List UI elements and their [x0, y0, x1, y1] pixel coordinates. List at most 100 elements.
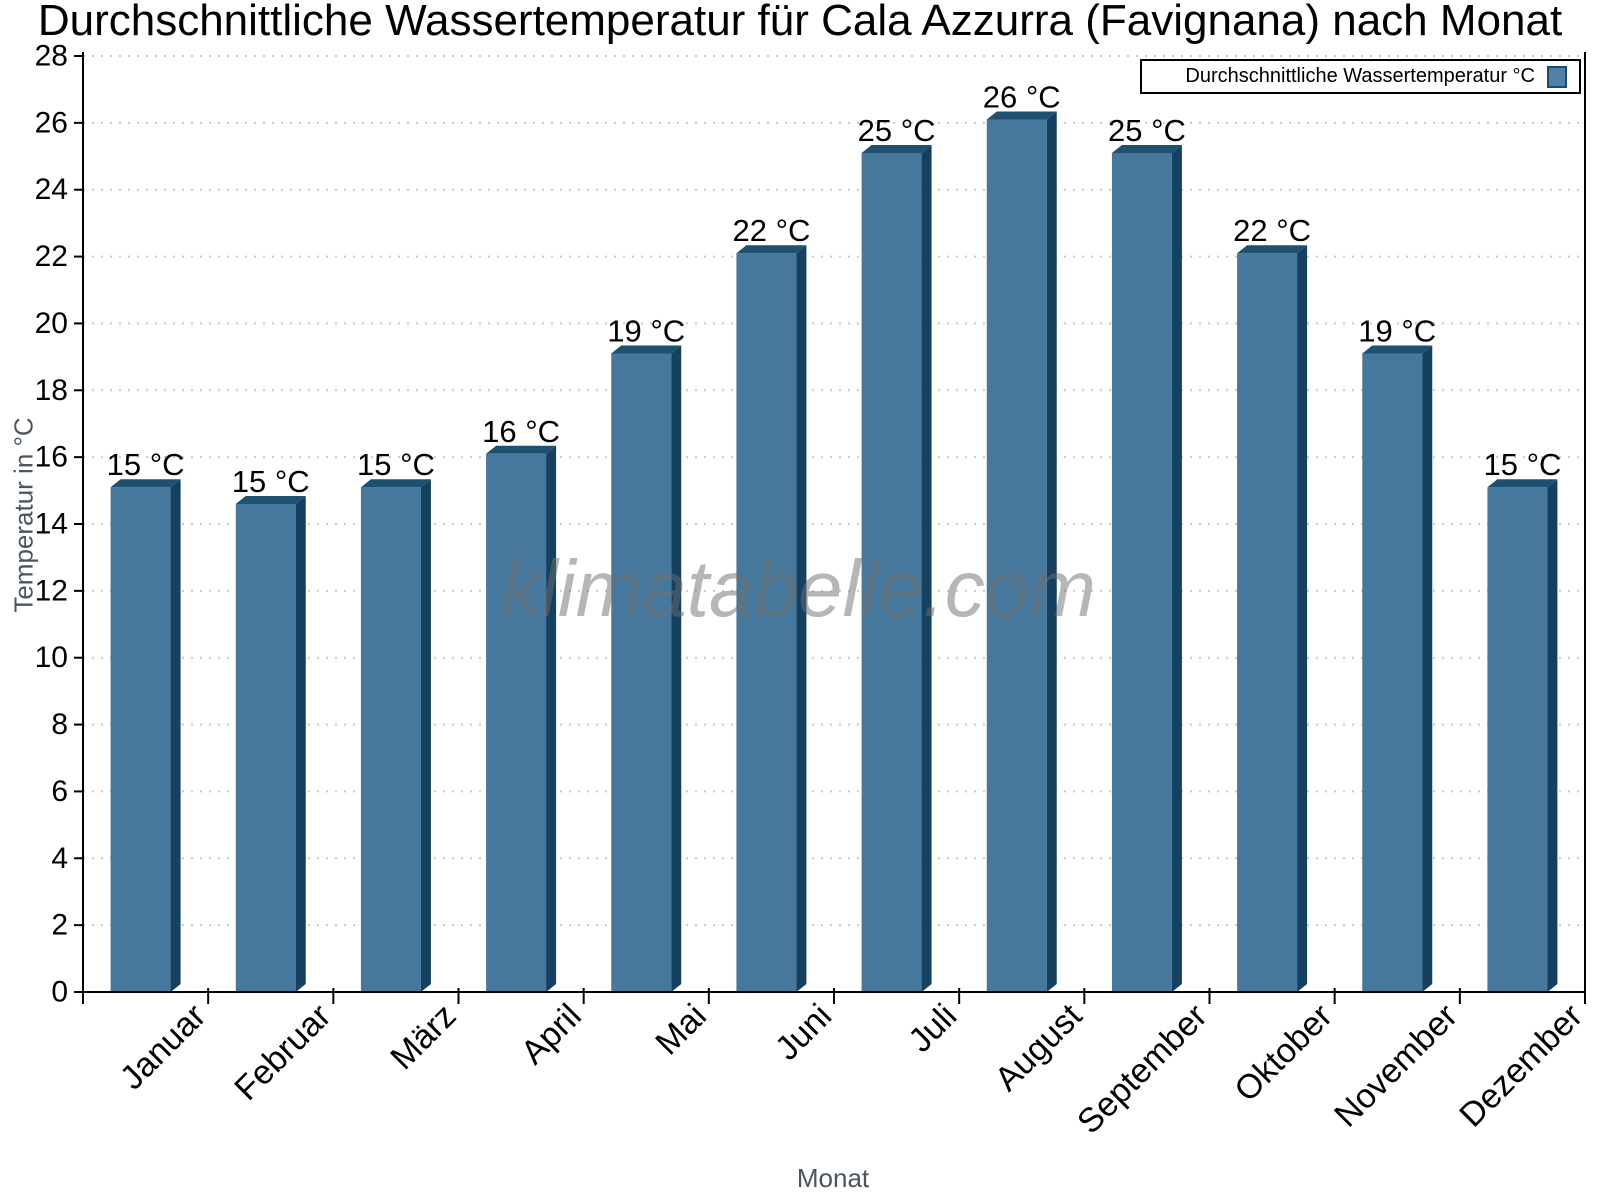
bar-side-face: [546, 445, 557, 992]
bar-face: [235, 503, 296, 992]
bar-side-face: [1171, 144, 1182, 992]
y-tick-label: 12: [35, 574, 68, 607]
bar-top-face: [1487, 479, 1558, 488]
chart-title: Durchschnittliche Wassertemperatur für C…: [37, 0, 1563, 45]
bar-value-label: 26 °C: [983, 80, 1061, 115]
bar-value-label: 15 °C: [1483, 447, 1561, 482]
bar-face: [360, 487, 421, 992]
bar-top-face: [360, 479, 431, 488]
bar-top-face: [861, 144, 932, 153]
bar-dezember: 15 °C: [1483, 447, 1561, 992]
y-tick-label: 10: [35, 641, 68, 674]
bar-top-face: [1362, 345, 1433, 354]
bar-top-face: [736, 245, 807, 254]
x-ticks: [82, 988, 1586, 1004]
bar-top-face: [110, 479, 181, 488]
bar-value-label: 25 °C: [858, 113, 936, 148]
bar-value-label: 15 °C: [107, 447, 185, 482]
month-label: Februar: [227, 997, 338, 1108]
y-tick-label: 14: [35, 508, 68, 541]
month-label: Dezember: [1452, 997, 1590, 1135]
bar-side-face: [1547, 479, 1558, 992]
bar-side-face: [921, 144, 932, 992]
y-tick-label: 8: [51, 708, 68, 741]
bar-top-face: [1237, 245, 1308, 254]
bars: 15 °C 15 °C 15 °C 16 °C 19 °C 22 °C 25 °C 26 °C…: [107, 80, 1561, 992]
bar-juni: 22 °C: [732, 213, 810, 992]
bar-value-label: 16 °C: [482, 414, 560, 449]
legend: Durchschnittliche Wassertemperatur °C: [1140, 59, 1581, 94]
month-label: Mai: [648, 997, 714, 1063]
bar-januar: 15 °C: [107, 447, 185, 992]
bar-top-face: [611, 345, 682, 354]
bar-side-face: [1046, 111, 1057, 992]
bar-side-face: [796, 245, 807, 992]
bar-value-label: 19 °C: [1358, 314, 1436, 349]
bar-face: [861, 152, 922, 992]
legend-label: Durchschnittliche Wassertemperatur °C: [1185, 65, 1535, 87]
bar-side-face: [295, 495, 306, 992]
x-axis-title: Monat: [796, 1163, 870, 1193]
bar-face: [110, 487, 171, 992]
y-tick-label: 26: [35, 106, 68, 139]
y-tick-label: 20: [35, 307, 68, 340]
y-tick-label: 6: [51, 775, 68, 808]
y-tick-label: 2: [51, 909, 68, 942]
y-tick-label: 4: [51, 842, 68, 875]
bar-face: [736, 253, 797, 992]
bar-side-face: [1422, 345, 1433, 992]
bar-face: [1487, 487, 1548, 992]
bar-value-label: 25 °C: [1108, 113, 1186, 148]
gridlines: [83, 55, 1585, 927]
bar-face: [1362, 353, 1423, 992]
axes: [82, 52, 1586, 993]
bar-april: 16 °C: [482, 414, 560, 992]
month-label: November: [1327, 997, 1465, 1135]
y-tick-label: 0: [51, 976, 68, 1009]
month-labels: Januar Februar März April Mai Juni Juli AugustS…: [113, 996, 1590, 1141]
bar-november: 19 °C: [1358, 314, 1436, 992]
month-label: Juni: [768, 997, 839, 1068]
y-tick-label: 18: [35, 374, 68, 407]
bar-top-face: [235, 495, 306, 504]
bar-februar: 15 °C: [232, 464, 310, 992]
legend-swatch-icon: [1547, 65, 1567, 88]
month-label: Januar: [113, 997, 213, 1097]
y-axis-title: Temperatur in °C: [8, 417, 39, 613]
bar-face: [1111, 152, 1172, 992]
bar-value-label: 22 °C: [732, 213, 810, 248]
month-label: April: [514, 997, 589, 1072]
y-tick-label: 28: [35, 40, 68, 73]
bar-face: [486, 453, 547, 992]
month-label: Oktober: [1227, 997, 1339, 1109]
bar-side-face: [170, 479, 181, 992]
y-tick-label: 22: [35, 240, 68, 273]
bar-value-label: 19 °C: [607, 314, 685, 349]
bar-oktober: 22 °C: [1233, 213, 1311, 992]
month-label: September: [1070, 997, 1214, 1141]
bar-value-label: 22 °C: [1233, 213, 1311, 248]
bar-top-face: [986, 111, 1057, 120]
month-label: August: [988, 996, 1090, 1098]
bar-side-face: [420, 479, 431, 992]
bar-august: 26 °C: [983, 80, 1061, 992]
bar-side-face: [671, 345, 682, 992]
bar-mai: 19 °C: [607, 314, 685, 992]
bar-side-face: [1297, 245, 1308, 992]
y-tick-label: 16: [35, 441, 68, 474]
bar-value-label: 15 °C: [232, 464, 310, 499]
bar-top-face: [1111, 144, 1182, 153]
bar-juli: 25 °C: [858, 113, 936, 992]
month-label: Juli: [901, 997, 964, 1060]
bar-face: [1237, 253, 1298, 992]
bar-value-label: 15 °C: [357, 447, 435, 482]
bar-september: 25 °C: [1108, 113, 1186, 992]
bar-märz: 15 °C: [357, 447, 435, 992]
bar-face: [986, 119, 1047, 992]
y-tick-label: 24: [35, 173, 68, 206]
month-label: März: [383, 997, 463, 1077]
bar-face: [611, 353, 672, 992]
